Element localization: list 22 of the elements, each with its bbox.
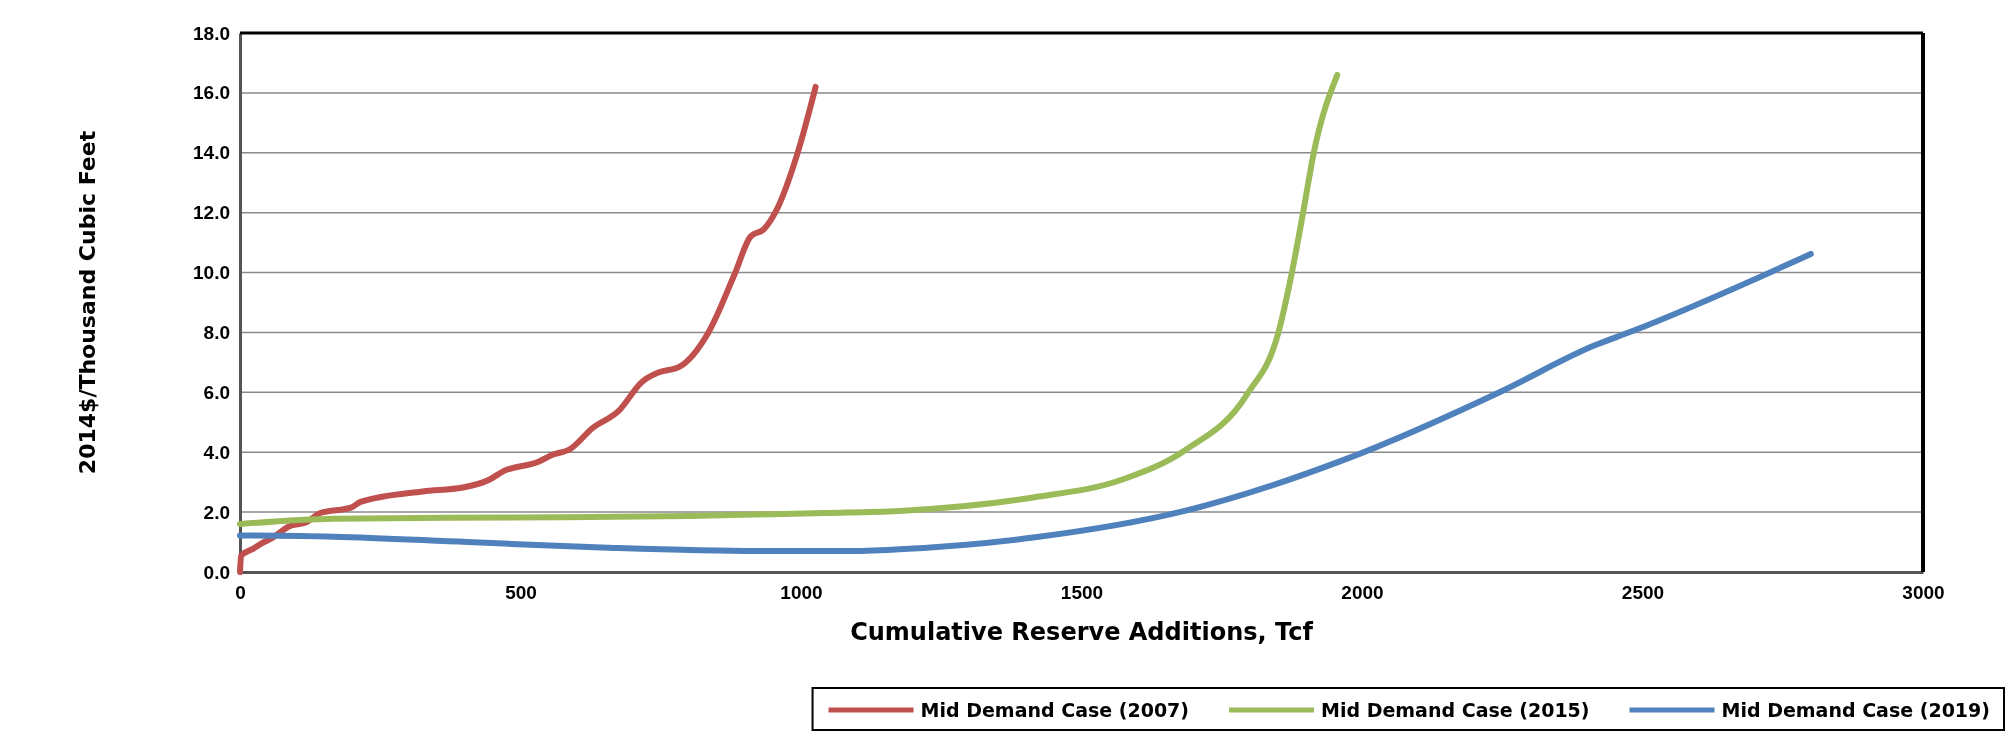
- legend-label: Mid Demand Case (2007): [920, 699, 1190, 721]
- x-tick-label: 2500: [1621, 582, 1665, 604]
- y-tick-label: 0.0: [203, 561, 230, 583]
- y-tick-label: 12.0: [193, 202, 230, 224]
- x-tick-label: 0: [235, 582, 246, 604]
- y-tick-label: 6.0: [203, 381, 230, 403]
- y-tick-label: 4.0: [203, 441, 230, 463]
- y-tick-label: 16.0: [193, 82, 230, 104]
- y-tick-label: 8.0: [203, 322, 230, 344]
- y-tick-label: 18.0: [193, 22, 230, 44]
- x-tick-label: 500: [505, 582, 537, 604]
- y-axis-title: 2014$/Thousand Cubic Feet: [75, 130, 100, 475]
- y-tick-label: 10.0: [193, 262, 230, 284]
- x-tick-label: 3000: [1902, 582, 1945, 604]
- x-tick-label: 1000: [780, 582, 823, 604]
- legend-label: Mid Demand Case (2019): [1721, 699, 1990, 721]
- x-tick-label: 2000: [1341, 582, 1384, 604]
- x-axis-title: Cumulative Reserve Additions, Tcf: [850, 618, 1314, 646]
- y-tick-label: 2.0: [203, 501, 230, 523]
- legend-label: Mid Demand Case (2015): [1321, 699, 1590, 721]
- y-tick-label: 14.0: [193, 142, 230, 164]
- x-tick-label: 1500: [1060, 582, 1104, 604]
